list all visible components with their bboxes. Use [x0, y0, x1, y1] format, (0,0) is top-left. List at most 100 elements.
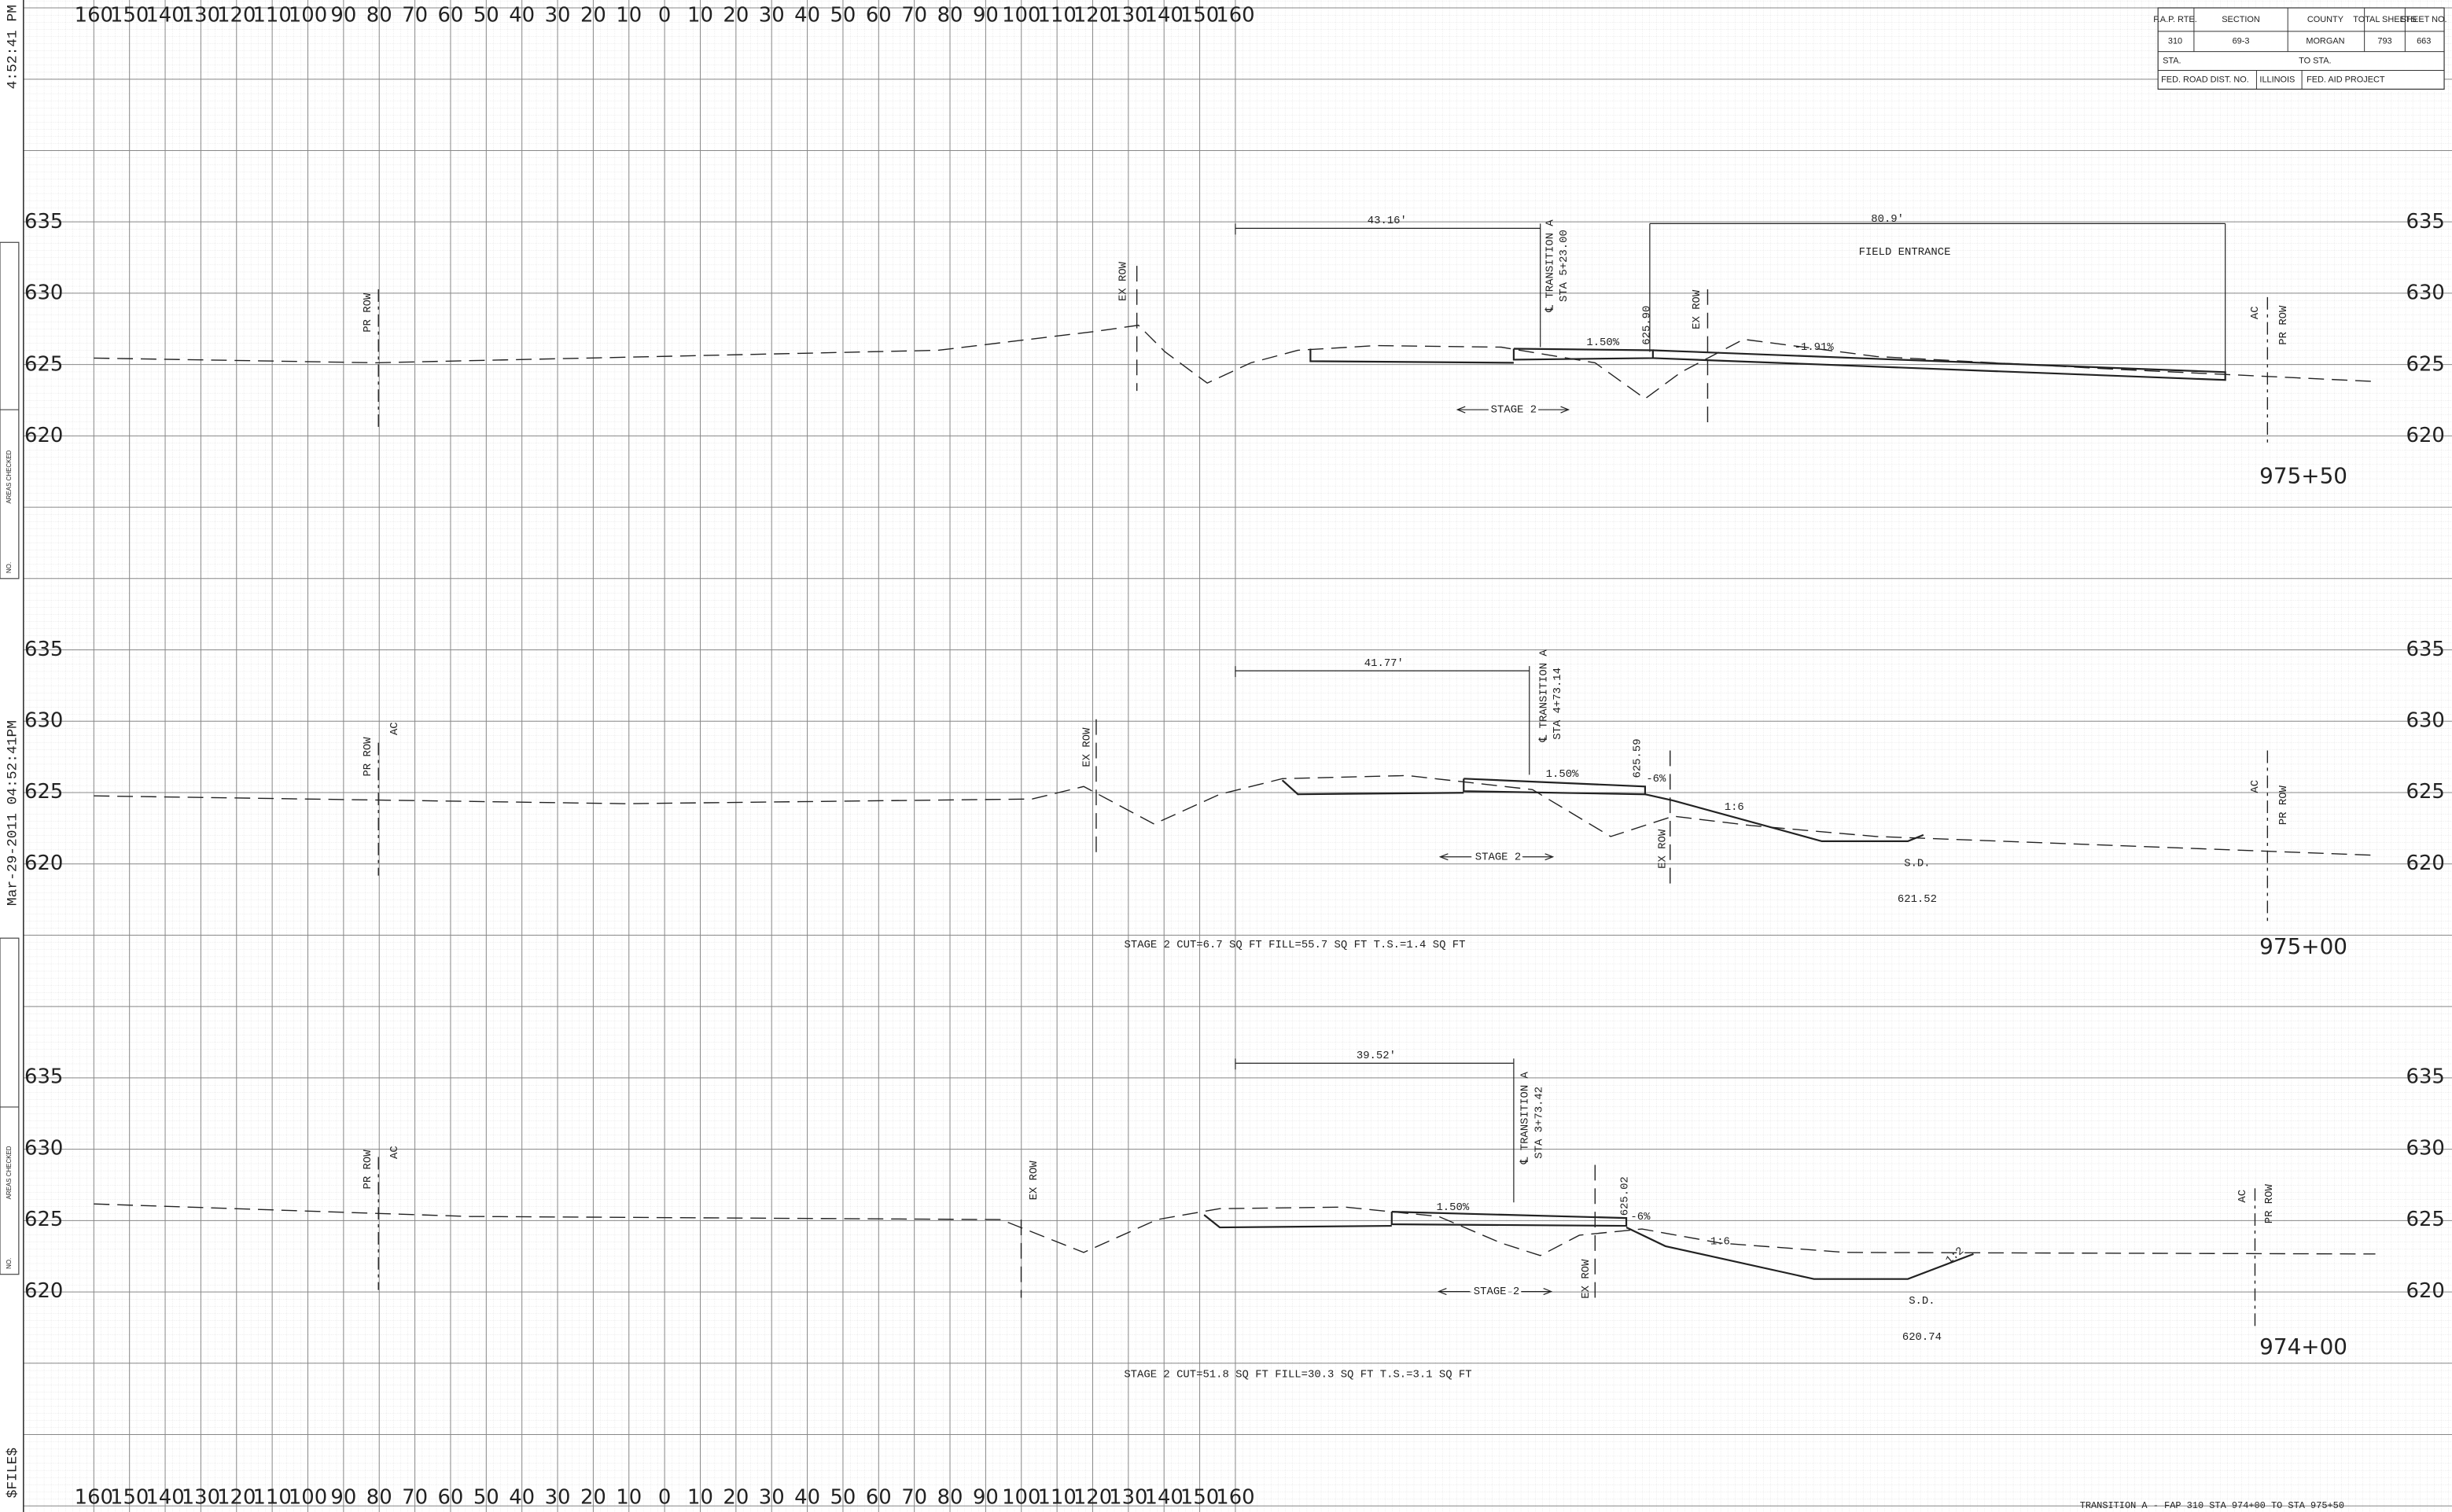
section-label: STAGE 2 [1474, 1286, 1519, 1298]
offset-label: 100 [1002, 3, 1040, 27]
offset-label: 30 [759, 3, 785, 27]
section-label: 39.52' [1357, 1050, 1396, 1062]
offset-label: 130 [182, 3, 220, 27]
tb-header: TOTAL SHEETS [2353, 15, 2417, 24]
section-label: STAGE 2 [1475, 851, 1521, 863]
offset-label: 110 [252, 3, 291, 27]
offset-label: 60 [866, 1486, 892, 1510]
section-label: EX ROW [1028, 1161, 1040, 1201]
section-label: 1.50% [1436, 1201, 1469, 1214]
tb-value: 69-3 [2233, 37, 2250, 46]
section-label: PR ROW [362, 737, 374, 777]
proposed-section [1625, 1227, 1974, 1280]
offset-label: 70 [901, 1486, 927, 1510]
section-label: 41.77' [1364, 657, 1404, 670]
elevation-label: 625 [2406, 1208, 2445, 1231]
offset-label: 40 [509, 3, 535, 27]
offset-label: 150 [110, 1486, 149, 1510]
offset-label: 130 [1109, 3, 1147, 27]
section-label: 1:6 [1725, 801, 1744, 814]
elevation-label: 635 [24, 638, 63, 661]
tb-value: 663 [2417, 37, 2431, 46]
elevation-label: 630 [24, 281, 63, 305]
elevation-label: 635 [2406, 638, 2445, 661]
section-label: 625.02 [1619, 1176, 1632, 1216]
section-label: PR ROW [2277, 785, 2290, 825]
elevation-label: 630 [24, 1136, 63, 1160]
proposed-section [1309, 348, 1514, 364]
station-label: 975+50 [2259, 463, 2347, 489]
project: FED. AID PROJECT [2307, 75, 2385, 84]
section-label: AC [388, 1146, 401, 1159]
offset-label: 90 [973, 3, 999, 27]
offset-label: 100 [289, 1486, 327, 1510]
section-label: EX ROW [1691, 289, 1703, 329]
offset-label: 110 [252, 1486, 291, 1510]
section-label: AC [2237, 1190, 2249, 1203]
offset-label: 60 [866, 3, 892, 27]
section-label: ℄ TRANSITION A [1544, 219, 1556, 313]
section-label: 1.50% [1546, 768, 1579, 781]
section-label: PR ROW [362, 1150, 374, 1190]
areas-checked: AREAS CHECKED [6, 1146, 13, 1199]
section-label: 80.9' [1871, 213, 1904, 226]
section-label: 625.59 [1632, 738, 1644, 778]
section-label: STA 4+73.14 [1552, 668, 1564, 740]
area-summary: STAGE 2 CUT=51.8 SQ FT FILL=30.3 SQ FT T… [1124, 1369, 1471, 1381]
station-label: 974+00 [2259, 1334, 2347, 1359]
section-label: ℄ TRANSITION A [1537, 649, 1550, 743]
no-label: NO. [6, 1258, 13, 1269]
offset-label: 20 [580, 3, 606, 27]
elevation-label: 635 [24, 1065, 63, 1089]
offset-label: 120 [217, 1486, 256, 1510]
section-label: 1.50% [1586, 337, 1619, 349]
arrow-head [1544, 853, 1555, 861]
section-label: FIELD ENTRANCE [1859, 246, 1951, 259]
elevation-label: 620 [24, 1279, 63, 1303]
proposed-section [1644, 793, 1924, 842]
offset-label: 140 [145, 1486, 184, 1510]
offset-label: 110 [1037, 1486, 1076, 1510]
offset-label: 60 [437, 3, 463, 27]
section-label: 43.16' [1368, 215, 1407, 227]
offset-label: 10 [616, 1486, 642, 1510]
elevation-label: 630 [2406, 709, 2445, 733]
no-label: NO. [6, 562, 13, 573]
offset-label: 0 [658, 1486, 671, 1510]
offset-label: 20 [580, 1486, 606, 1510]
section-label: AC [388, 722, 401, 735]
proposed-section [1281, 779, 1464, 796]
to-sta: TO STA. [2299, 56, 2331, 65]
section-label: EX ROW [1081, 727, 1094, 767]
proposed-section [1390, 1211, 1628, 1227]
fed-road-dist: FED. ROAD DIST. NO. [2161, 75, 2249, 84]
file-name: $FILE$ [6, 1448, 21, 1499]
offset-label: 90 [330, 1486, 356, 1510]
offset-label: 150 [110, 3, 149, 27]
title-block [2157, 7, 2445, 90]
offset-label: 30 [545, 3, 571, 27]
offset-label: 60 [437, 1486, 463, 1510]
elevation-label: 635 [2406, 1065, 2445, 1089]
elevation-label: 625 [24, 352, 63, 376]
offset-label: 50 [473, 1486, 499, 1510]
minor-grid [23, 0, 2452, 1512]
elevation-label: 625 [24, 1208, 63, 1231]
offset-label: 10 [687, 1486, 713, 1510]
arrow-head [1438, 853, 1449, 861]
existing-ground [94, 1203, 2376, 1256]
offset-label: 120 [1073, 1486, 1112, 1510]
offset-label: 50 [830, 1486, 856, 1510]
tb-header: SHEET NO. [2401, 15, 2447, 24]
elevation-label: 635 [24, 210, 63, 234]
existing-ground [94, 324, 2376, 399]
section-label: S.D. [1904, 857, 1930, 870]
elevation-label: 620 [24, 424, 63, 447]
offset-label: 120 [1073, 3, 1112, 27]
arrow-head [1456, 406, 1466, 414]
areas-checked: AREAS CHECKED [6, 450, 13, 503]
section-label: -6% [1646, 773, 1666, 785]
offset-label: 30 [545, 1486, 571, 1510]
section-label: PR ROW [362, 292, 374, 333]
